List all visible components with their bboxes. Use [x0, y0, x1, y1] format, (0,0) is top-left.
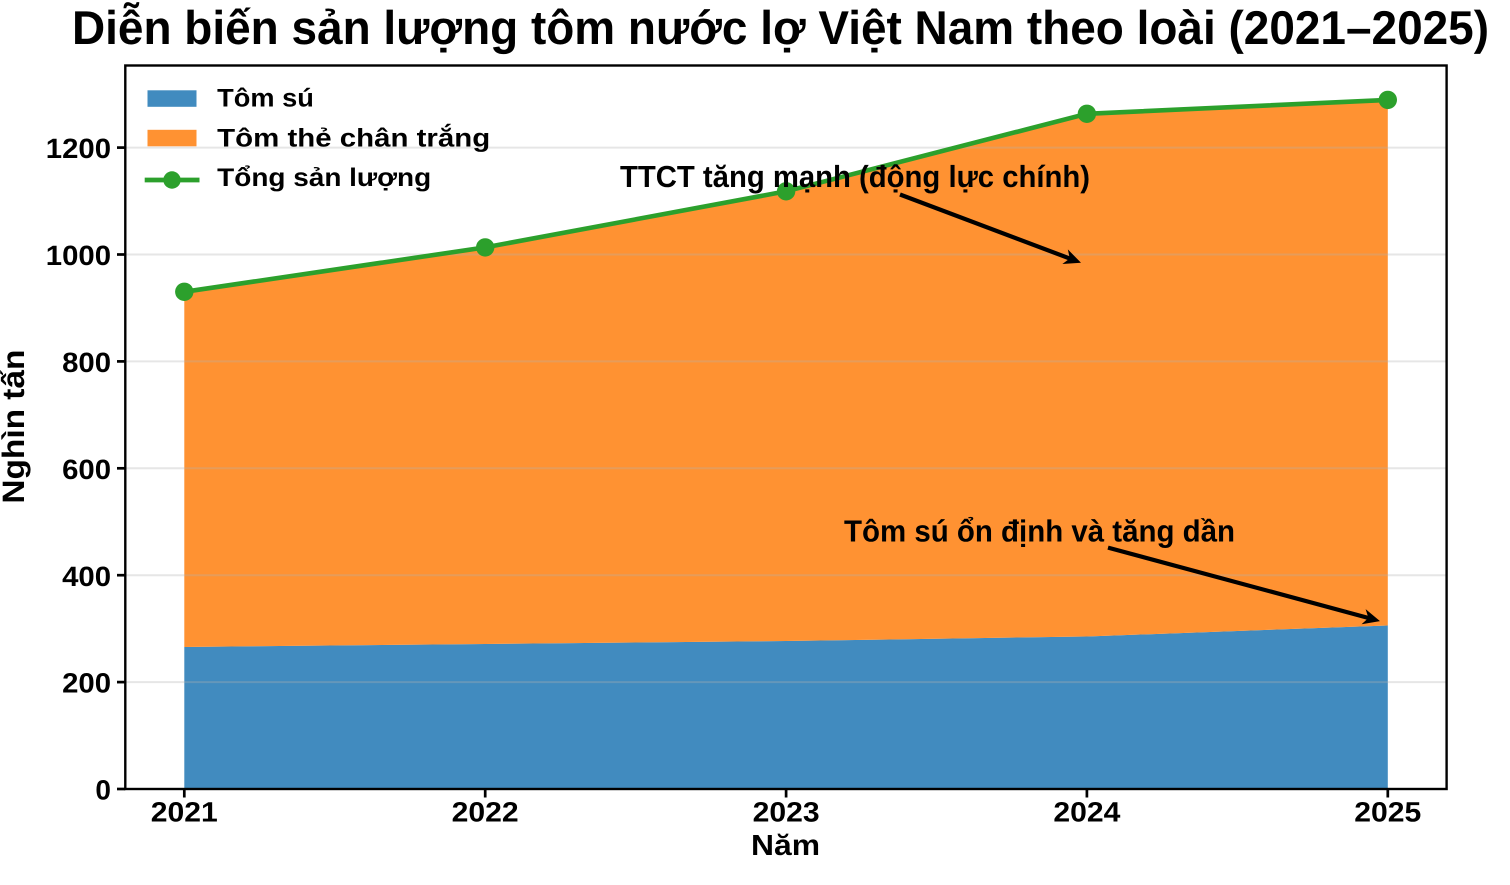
svg-text:800: 800 — [62, 347, 111, 378]
svg-text:Tôm thẻ chân trắng: Tôm thẻ chân trắng — [217, 123, 490, 152]
svg-text:Nghìn tấn: Nghìn tấn — [0, 350, 31, 504]
svg-text:2022: 2022 — [452, 796, 519, 827]
svg-text:400: 400 — [62, 561, 111, 592]
svg-text:2024: 2024 — [1053, 796, 1120, 827]
svg-text:2021: 2021 — [151, 796, 218, 827]
svg-text:0: 0 — [95, 775, 111, 806]
svg-text:Tôm sú: Tôm sú — [217, 85, 314, 113]
svg-text:Diễn biến sản lượng tôm nước l: Diễn biến sản lượng tôm nước lợ Việt Nam… — [72, 2, 1489, 55]
svg-text:600: 600 — [62, 454, 111, 485]
svg-text:200: 200 — [62, 668, 111, 699]
svg-text:Tôm sú ổn định và tăng dần: Tôm sú ổn định và tăng dần — [844, 515, 1235, 549]
svg-text:TTCT tăng mạnh (động lực chính: TTCT tăng mạnh (động lực chính) — [620, 160, 1090, 194]
svg-text:2025: 2025 — [1354, 796, 1421, 827]
svg-text:2023: 2023 — [753, 796, 820, 827]
svg-text:Năm: Năm — [751, 830, 820, 862]
svg-text:1000: 1000 — [46, 240, 111, 271]
svg-text:1200: 1200 — [46, 133, 111, 164]
svg-text:Tổng sản lượng: Tổng sản lượng — [217, 164, 431, 192]
